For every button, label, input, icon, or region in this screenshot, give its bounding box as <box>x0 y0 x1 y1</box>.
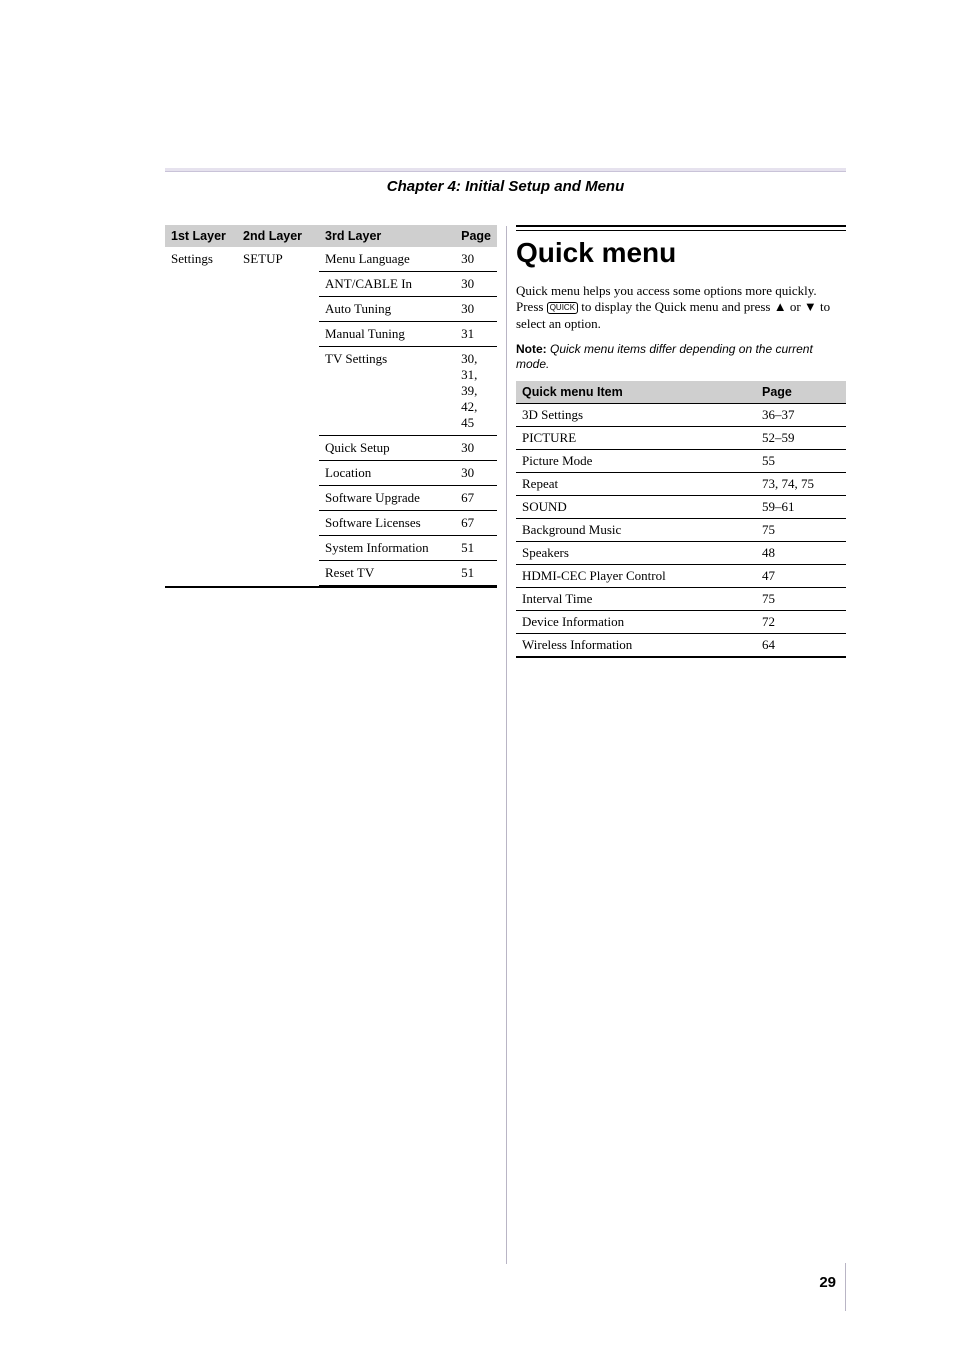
qm-item: Picture Mode <box>516 449 756 472</box>
cell-page: 30 <box>455 461 497 486</box>
col-header: 2nd Layer <box>237 225 319 247</box>
cell-page: 30 <box>455 272 497 297</box>
cell-page: 67 <box>455 511 497 536</box>
cell-2nd-layer <box>237 272 319 297</box>
cell-3rd-layer: ANT/CABLE In <box>319 272 455 297</box>
col-header: Quick menu Item <box>516 381 756 404</box>
qm-page: 59–61 <box>756 495 846 518</box>
cell-2nd-layer <box>237 536 319 561</box>
qm-item: PICTURE <box>516 426 756 449</box>
section-rule <box>516 230 846 231</box>
cell-page: 51 <box>455 561 497 586</box>
col-header: Page <box>455 225 497 247</box>
qm-item: Background Music <box>516 518 756 541</box>
cell-page: 51 <box>455 536 497 561</box>
qm-page: 55 <box>756 449 846 472</box>
cell-3rd-layer: Manual Tuning <box>319 322 455 347</box>
cell-page: 30 <box>455 436 497 461</box>
right-column: Quick menu Quick menu helps you access s… <box>516 225 846 658</box>
cell-2nd-layer <box>237 486 319 511</box>
qm-item: Speakers <box>516 541 756 564</box>
cell-page: 31 <box>455 322 497 347</box>
cell-1st-layer <box>165 486 237 511</box>
qm-page: 75 <box>756 587 846 610</box>
note-body: Quick menu items differ depending on the… <box>516 342 813 372</box>
cell-page: 30 <box>455 247 497 272</box>
qm-item: 3D Settings <box>516 403 756 426</box>
qm-item: Wireless Information <box>516 633 756 657</box>
col-header: 3rd Layer <box>319 225 455 247</box>
cell-3rd-layer: Auto Tuning <box>319 297 455 322</box>
page-number: 29 <box>819 1274 836 1291</box>
qm-page: 48 <box>756 541 846 564</box>
cell-3rd-layer: Software Licenses <box>319 511 455 536</box>
page-rule <box>845 1263 846 1311</box>
qm-item: Interval Time <box>516 587 756 610</box>
cell-2nd-layer <box>237 347 319 436</box>
cell-3rd-layer: Location <box>319 461 455 486</box>
cell-1st-layer <box>165 536 237 561</box>
cell-3rd-layer: Reset TV <box>319 561 455 586</box>
qm-page: 36–37 <box>756 403 846 426</box>
cell-2nd-layer <box>237 322 319 347</box>
cell-1st-layer <box>165 561 237 586</box>
quick-menu-table: Quick menu Item Page 3D Settings36–37PIC… <box>516 381 846 658</box>
cell-1st-layer <box>165 347 237 436</box>
cell-2nd-layer <box>237 511 319 536</box>
quick-key-icon: QUICK <box>547 302 578 314</box>
qm-page: 52–59 <box>756 426 846 449</box>
cell-2nd-layer <box>237 436 319 461</box>
chapter-title: Chapter 4: Initial Setup and Menu <box>165 178 846 195</box>
col-header: 1st Layer <box>165 225 237 247</box>
cell-page: 30,31,39,42,45 <box>455 347 497 436</box>
qm-item: Device Information <box>516 610 756 633</box>
layers-table: 1st Layer 2nd Layer 3rd Layer Page Setti… <box>165 225 497 588</box>
qm-item: Repeat <box>516 472 756 495</box>
cell-1st-layer <box>165 436 237 461</box>
section-rule <box>516 225 846 227</box>
cell-2nd-layer <box>237 561 319 586</box>
cell-2nd-layer <box>237 297 319 322</box>
note-text: Note: Quick menu items differ depending … <box>516 342 846 373</box>
qm-page: 72 <box>756 610 846 633</box>
col-header: Page <box>756 381 846 404</box>
cell-3rd-layer: Quick Setup <box>319 436 455 461</box>
cell-2nd-layer: SETUP <box>237 247 319 272</box>
cell-1st-layer: Settings <box>165 247 237 272</box>
cell-1st-layer <box>165 461 237 486</box>
qm-item: HDMI-CEC Player Control <box>516 564 756 587</box>
quick-menu-title: Quick menu <box>516 237 846 269</box>
qm-page: 75 <box>756 518 846 541</box>
body-text: Press QUICK to display the Quick menu an… <box>516 299 846 332</box>
cell-3rd-layer: TV Settings <box>319 347 455 436</box>
cell-3rd-layer: Software Upgrade <box>319 486 455 511</box>
column-divider <box>506 226 507 1264</box>
cell-1st-layer <box>165 322 237 347</box>
body-text: Quick menu helps you access some options… <box>516 283 846 299</box>
note-label: Note: <box>516 342 547 356</box>
qm-page: 47 <box>756 564 846 587</box>
cell-page: 67 <box>455 486 497 511</box>
cell-1st-layer <box>165 297 237 322</box>
qm-page: 73, 74, 75 <box>756 472 846 495</box>
header-bar <box>165 168 846 172</box>
cell-3rd-layer: System Information <box>319 536 455 561</box>
qm-page: 64 <box>756 633 846 657</box>
cell-2nd-layer <box>237 461 319 486</box>
cell-page: 30 <box>455 297 497 322</box>
left-column: 1st Layer 2nd Layer 3rd Layer Page Setti… <box>165 225 497 588</box>
cell-1st-layer <box>165 272 237 297</box>
qm-item: SOUND <box>516 495 756 518</box>
cell-3rd-layer: Menu Language <box>319 247 455 272</box>
cell-1st-layer <box>165 511 237 536</box>
text: Press <box>516 299 547 314</box>
